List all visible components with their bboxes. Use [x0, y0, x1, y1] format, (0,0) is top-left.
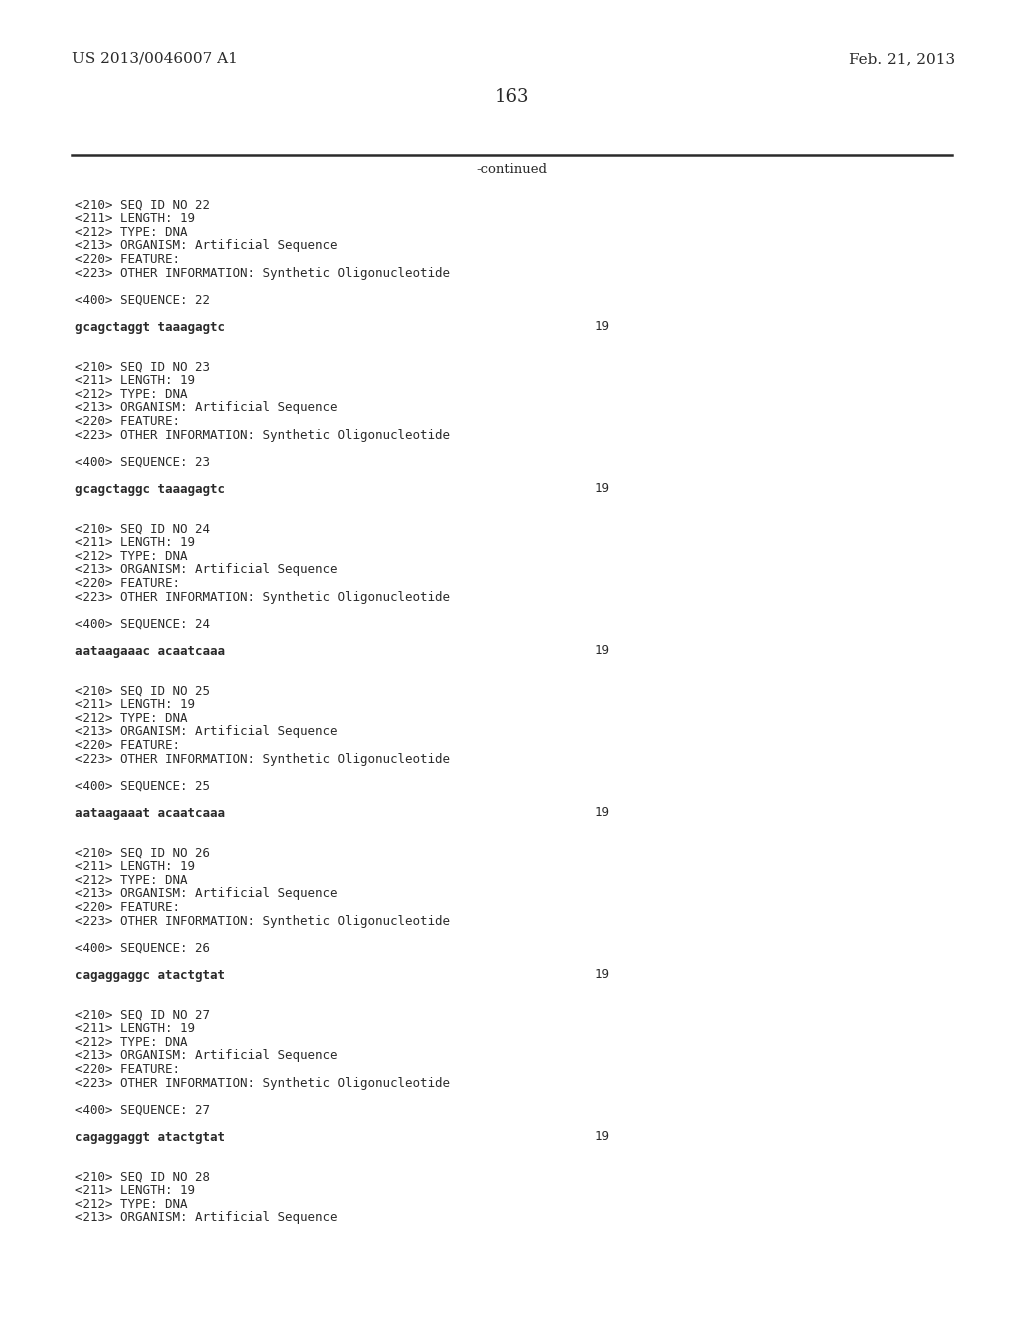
Text: US 2013/0046007 A1: US 2013/0046007 A1: [72, 51, 238, 66]
Text: <211> LENGTH: 19: <211> LENGTH: 19: [75, 213, 195, 226]
Text: <220> FEATURE:: <220> FEATURE:: [75, 902, 180, 913]
Text: <400> SEQUENCE: 26: <400> SEQUENCE: 26: [75, 941, 210, 954]
Text: <223> OTHER INFORMATION: Synthetic Oligonucleotide: <223> OTHER INFORMATION: Synthetic Oligo…: [75, 915, 450, 928]
Text: <212> TYPE: DNA: <212> TYPE: DNA: [75, 388, 187, 401]
Text: <210> SEQ ID NO 25: <210> SEQ ID NO 25: [75, 685, 210, 698]
Text: <220> FEATURE:: <220> FEATURE:: [75, 253, 180, 267]
Text: <212> TYPE: DNA: <212> TYPE: DNA: [75, 1199, 187, 1210]
Text: cagaggaggc atactgtat: cagaggaggc atactgtat: [75, 969, 225, 982]
Text: <210> SEQ ID NO 27: <210> SEQ ID NO 27: [75, 1008, 210, 1022]
Text: <223> OTHER INFORMATION: Synthetic Oligonucleotide: <223> OTHER INFORMATION: Synthetic Oligo…: [75, 590, 450, 603]
Text: Feb. 21, 2013: Feb. 21, 2013: [849, 51, 955, 66]
Text: gcagctaggt taaagagtc: gcagctaggt taaagagtc: [75, 321, 225, 334]
Text: <223> OTHER INFORMATION: Synthetic Oligonucleotide: <223> OTHER INFORMATION: Synthetic Oligo…: [75, 1077, 450, 1089]
Text: <220> FEATURE:: <220> FEATURE:: [75, 577, 180, 590]
Text: <213> ORGANISM: Artificial Sequence: <213> ORGANISM: Artificial Sequence: [75, 1049, 338, 1063]
Text: cagaggaggt atactgtat: cagaggaggt atactgtat: [75, 1130, 225, 1143]
Text: 19: 19: [595, 807, 610, 820]
Text: <212> TYPE: DNA: <212> TYPE: DNA: [75, 1036, 187, 1049]
Text: <400> SEQUENCE: 27: <400> SEQUENCE: 27: [75, 1104, 210, 1117]
Text: <211> LENGTH: 19: <211> LENGTH: 19: [75, 1023, 195, 1035]
Text: <211> LENGTH: 19: <211> LENGTH: 19: [75, 536, 195, 549]
Text: <213> ORGANISM: Artificial Sequence: <213> ORGANISM: Artificial Sequence: [75, 564, 338, 577]
Text: <211> LENGTH: 19: <211> LENGTH: 19: [75, 698, 195, 711]
Text: <213> ORGANISM: Artificial Sequence: <213> ORGANISM: Artificial Sequence: [75, 726, 338, 738]
Text: 163: 163: [495, 88, 529, 106]
Text: <212> TYPE: DNA: <212> TYPE: DNA: [75, 874, 187, 887]
Text: <210> SEQ ID NO 26: <210> SEQ ID NO 26: [75, 847, 210, 861]
Text: <210> SEQ ID NO 23: <210> SEQ ID NO 23: [75, 360, 210, 374]
Text: <210> SEQ ID NO 28: <210> SEQ ID NO 28: [75, 1171, 210, 1184]
Text: aataagaaac acaatcaaa: aataagaaac acaatcaaa: [75, 644, 225, 657]
Text: <223> OTHER INFORMATION: Synthetic Oligonucleotide: <223> OTHER INFORMATION: Synthetic Oligo…: [75, 429, 450, 441]
Text: 19: 19: [595, 321, 610, 334]
Text: 19: 19: [595, 483, 610, 495]
Text: -continued: -continued: [476, 162, 548, 176]
Text: <210> SEQ ID NO 24: <210> SEQ ID NO 24: [75, 523, 210, 536]
Text: gcagctaggc taaagagtc: gcagctaggc taaagagtc: [75, 483, 225, 495]
Text: <400> SEQUENCE: 22: <400> SEQUENCE: 22: [75, 293, 210, 306]
Text: <220> FEATURE:: <220> FEATURE:: [75, 414, 180, 428]
Text: <400> SEQUENCE: 25: <400> SEQUENCE: 25: [75, 780, 210, 792]
Text: <213> ORGANISM: Artificial Sequence: <213> ORGANISM: Artificial Sequence: [75, 401, 338, 414]
Text: <220> FEATURE:: <220> FEATURE:: [75, 1063, 180, 1076]
Text: <213> ORGANISM: Artificial Sequence: <213> ORGANISM: Artificial Sequence: [75, 1212, 338, 1225]
Text: 19: 19: [595, 969, 610, 982]
Text: aataagaaat acaatcaaa: aataagaaat acaatcaaa: [75, 807, 225, 820]
Text: <212> TYPE: DNA: <212> TYPE: DNA: [75, 226, 187, 239]
Text: <210> SEQ ID NO 22: <210> SEQ ID NO 22: [75, 199, 210, 213]
Text: <211> LENGTH: 19: <211> LENGTH: 19: [75, 375, 195, 388]
Text: <400> SEQUENCE: 23: <400> SEQUENCE: 23: [75, 455, 210, 469]
Text: 19: 19: [595, 644, 610, 657]
Text: <223> OTHER INFORMATION: Synthetic Oligonucleotide: <223> OTHER INFORMATION: Synthetic Oligo…: [75, 267, 450, 280]
Text: <213> ORGANISM: Artificial Sequence: <213> ORGANISM: Artificial Sequence: [75, 887, 338, 900]
Text: <213> ORGANISM: Artificial Sequence: <213> ORGANISM: Artificial Sequence: [75, 239, 338, 252]
Text: <212> TYPE: DNA: <212> TYPE: DNA: [75, 550, 187, 564]
Text: <400> SEQUENCE: 24: <400> SEQUENCE: 24: [75, 618, 210, 631]
Text: <211> LENGTH: 19: <211> LENGTH: 19: [75, 1184, 195, 1197]
Text: <212> TYPE: DNA: <212> TYPE: DNA: [75, 711, 187, 725]
Text: <223> OTHER INFORMATION: Synthetic Oligonucleotide: <223> OTHER INFORMATION: Synthetic Oligo…: [75, 752, 450, 766]
Text: <220> FEATURE:: <220> FEATURE:: [75, 739, 180, 752]
Text: 19: 19: [595, 1130, 610, 1143]
Text: <211> LENGTH: 19: <211> LENGTH: 19: [75, 861, 195, 874]
